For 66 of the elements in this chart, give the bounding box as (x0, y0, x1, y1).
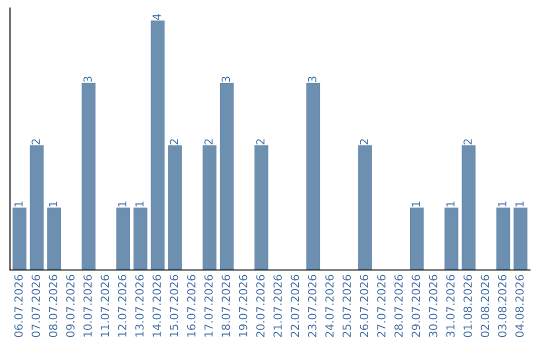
bar (306, 82, 320, 270)
bar (82, 82, 96, 270)
x-tick-label: 29.07.2026 (412, 274, 420, 337)
bar (254, 145, 268, 270)
bar (168, 145, 182, 270)
x-tick-label: 12.07.2026 (118, 274, 126, 337)
data-label: 2 (256, 139, 264, 144)
data-label: 2 (170, 139, 178, 144)
x-tick-label: 06.07.2026 (14, 274, 23, 338)
bar (30, 145, 44, 270)
x-tick-label: 11.07.2026 (100, 274, 110, 337)
x-tick-label: 26.07.2026 (360, 274, 368, 337)
data-label: 3 (308, 76, 316, 82)
data-label: 1 (412, 202, 420, 206)
bar (116, 208, 130, 270)
data-label: 1 (118, 202, 126, 206)
x-tick-label: 02.08.2026 (480, 274, 490, 338)
x-tick-label: 24.07.2026 (325, 274, 334, 337)
bar (202, 145, 216, 270)
x-tick-label: 30.07.2026 (428, 274, 438, 337)
x-tick-label: 28.07.2026 (394, 274, 403, 337)
bar (462, 145, 476, 270)
x-tick-label: 16.07.2026 (187, 274, 196, 337)
bar (358, 145, 372, 270)
data-label: 1 (515, 202, 524, 206)
data-label: 1 (446, 202, 454, 206)
x-tick-label: 27.07.2026 (377, 274, 386, 337)
x-tick-label: 18.07.2026 (222, 274, 230, 337)
data-label: 4 (152, 14, 161, 20)
x-tick-label: 21.07.2026 (273, 274, 282, 337)
bar (134, 208, 148, 270)
x-tick-label: 01.08.2026 (463, 274, 472, 338)
data-label: 1 (14, 202, 23, 206)
x-tick-label: 31.07.2026 (446, 274, 455, 337)
data-label: 2 (463, 139, 472, 144)
x-tick-label: 15.07.2026 (170, 274, 178, 337)
x-tick-label: 08.07.2026 (48, 274, 58, 338)
data-label: 1 (498, 202, 506, 206)
bar (410, 208, 424, 270)
bar (12, 208, 26, 270)
x-tick-label: 20.07.2026 (256, 274, 265, 337)
x-tick-label: 07.07.2026 (32, 274, 40, 338)
x-tick-label: 14.07.2026 (152, 274, 161, 337)
data-label: 3 (222, 76, 230, 82)
bar (444, 208, 458, 270)
x-tick-label: 09.07.2026 (66, 274, 75, 338)
bar (514, 208, 528, 270)
x-tick-label: 10.07.2026 (83, 274, 92, 337)
bar (220, 82, 234, 270)
data-label: 2 (32, 139, 40, 144)
x-tick-label: 22.07.2026 (290, 274, 300, 337)
data-label: 1 (49, 202, 58, 206)
data-label: 3 (83, 76, 92, 82)
x-tick-label: 04.08.2026 (515, 274, 524, 338)
x-tick-label: 19.07.2026 (238, 274, 248, 337)
data-label: 1 (135, 202, 144, 206)
bar (47, 208, 61, 270)
bar (496, 208, 510, 270)
x-tick-label: 25.07.2026 (342, 274, 351, 337)
x-tick-label: 23.07.2026 (308, 274, 316, 337)
data-label: 2 (360, 139, 368, 144)
x-tick-label: 17.07.2026 (204, 274, 213, 337)
bar (150, 20, 165, 270)
x-tick-label: 03.08.2026 (498, 274, 506, 338)
data-label: 2 (204, 139, 213, 144)
x-tick-label: 13.07.2026 (135, 274, 144, 337)
